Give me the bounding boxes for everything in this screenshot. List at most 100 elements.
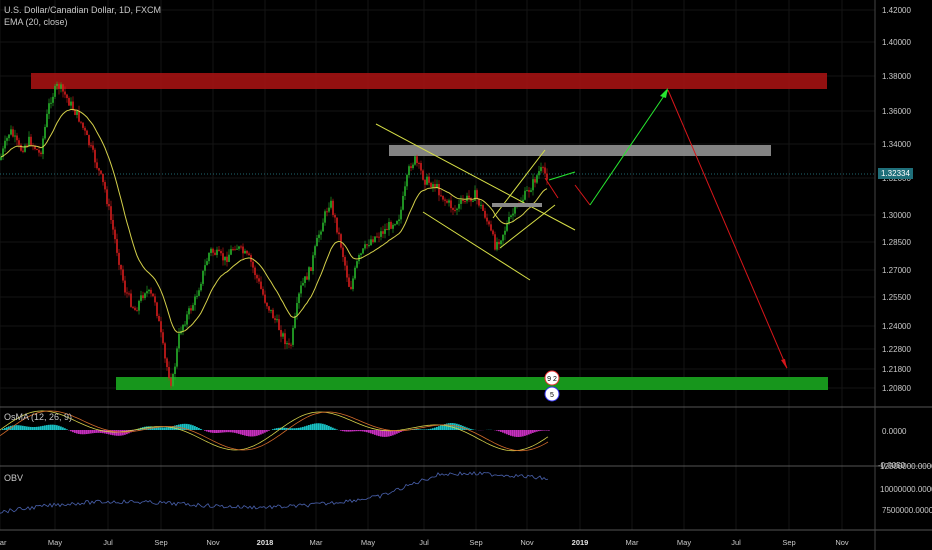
candle-body [536,175,538,183]
osma-bar [440,425,442,430]
candle-body [142,295,144,299]
osma-bar [30,426,32,430]
candle-body [194,296,196,306]
osma-bar [72,430,74,433]
red-arrow-long[interactable] [667,89,788,369]
candle-body [144,293,146,299]
marker-a[interactable] [544,370,560,386]
red-arrow-small[interactable] [544,177,559,199]
candle-body [398,219,400,221]
candle-body [270,309,272,311]
osma-bar [370,430,372,434]
osma-bar [388,430,390,437]
candle-body [60,84,62,89]
osma-bar [514,430,516,437]
osma-legend[interactable]: OsMA (12, 26, 9) [4,412,73,422]
time-axis[interactable]: Mar May Jul Sep Nov 2018 Mar May Jul Sep Nov 2019 Ma… [0,538,849,547]
osma-bar [516,430,518,437]
osma-bar [314,423,316,430]
mid-zone[interactable] [389,145,771,156]
candle-body [138,300,140,311]
candle-body [4,140,6,149]
candle-body [324,211,326,223]
osma-bar [224,430,226,433]
osma-bar [548,430,550,431]
obv-legend[interactable]: OBV [4,473,24,483]
osma-bar [328,425,330,430]
candle-body [410,166,412,169]
osma-bar [114,430,116,436]
candle-body [436,183,438,188]
wedge-lower-line[interactable] [499,204,556,249]
osma-bar [226,430,228,433]
osma-bar [496,430,498,431]
price-axis[interactable]: 1.420001.400001.380001.360001.340001.320… [882,6,911,393]
candle-body [238,246,240,249]
ema-legend[interactable]: EMA (20, close) [4,17,68,27]
candle-body [90,145,92,147]
candle-body [418,162,420,164]
candle-body [94,149,96,163]
candle-body [464,201,466,203]
osma-bar [212,430,214,433]
osma-bar [278,427,280,430]
osma-bar [204,430,206,431]
green-arrow-long[interactable] [589,89,669,206]
osma-bar [122,430,124,436]
date-tick-10: Nov [520,538,534,547]
candle-body [348,277,350,287]
candle-body [44,127,46,139]
osma-bar [238,430,240,434]
channel-lines[interactable] [375,123,576,281]
candle-body [422,170,424,180]
event-markers[interactable]: 9 2 5 [544,370,560,402]
support-zone[interactable] [116,377,828,390]
green-arrow-path[interactable] [548,171,576,181]
candle-body [264,294,266,303]
green-arrow-head [660,88,668,98]
candle-body [508,217,510,224]
candle-body [442,195,444,200]
osma-bar [120,430,122,436]
candle-body [392,224,394,229]
osma-bar [458,424,460,430]
candle-body [196,295,198,297]
osma-bar [62,427,64,430]
candle-body [262,288,264,295]
candle-body [378,236,380,238]
candle-body [352,278,354,290]
small-gray-box[interactable] [492,203,542,207]
price-tick-8: 1.27000 [882,266,911,275]
projection-arrows[interactable] [544,88,788,369]
osma-bar [268,430,270,431]
osma-bar [384,430,386,437]
osma-bar [286,427,288,430]
obv-line [0,471,549,514]
osma-bar [498,430,500,432]
candle-body [208,252,210,262]
candle-body [136,310,138,312]
candle-body [98,168,100,171]
osma-bar [188,424,190,430]
osma-bar [418,429,420,430]
candle-body [468,195,470,198]
price-tick-9: 1.25500 [882,293,911,302]
red-arrow-small-2[interactable] [574,184,591,206]
candle-body [190,308,192,311]
osma-bar [116,430,118,436]
channel-upper-line[interactable] [375,123,576,231]
candle-body [260,281,262,289]
candle-body [188,308,190,315]
date-tick-11: 2019 [572,538,589,547]
candle-body [58,84,60,89]
marker-b[interactable] [544,386,560,402]
candle-body [426,176,428,185]
candle-body [108,204,110,207]
wedge-upper-line[interactable] [492,149,546,219]
candle-body [540,167,542,172]
candle-body [234,249,236,251]
resistance-zone[interactable] [31,73,827,89]
channel-lower-line[interactable] [422,211,531,281]
candle-body [174,366,176,374]
